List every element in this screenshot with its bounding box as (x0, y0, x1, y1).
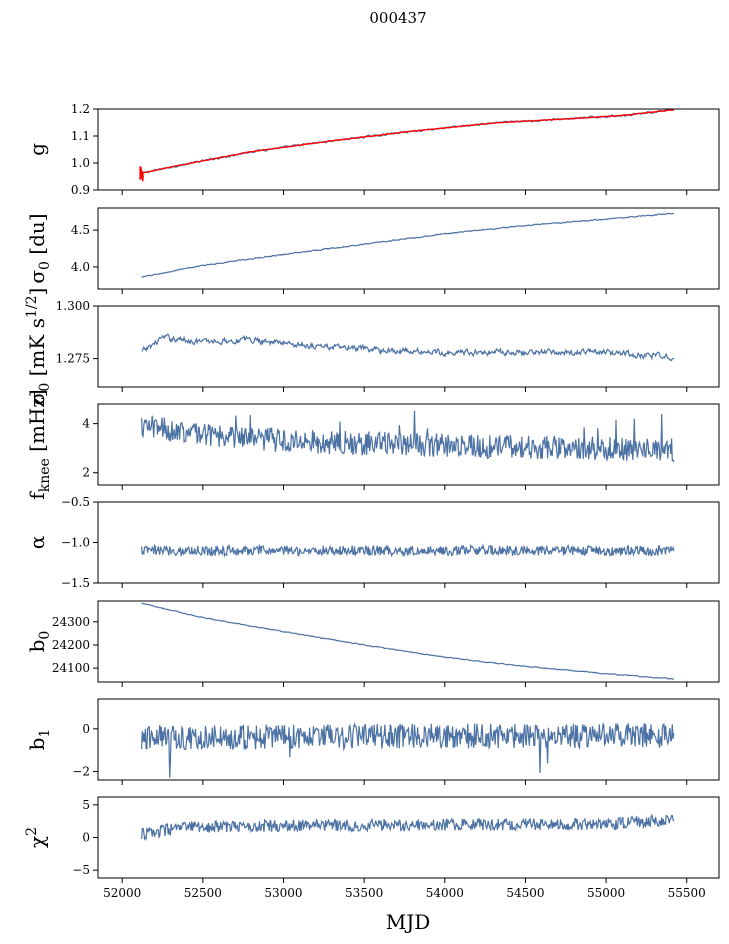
g-ytick-label: 1.0 (71, 156, 90, 170)
fknee-y-label: fknee [mHz] (25, 389, 53, 499)
b1-y-label: b1 (25, 729, 53, 751)
b0-series-line (141, 602, 674, 680)
fknee-ytick-label: 2 (82, 466, 90, 480)
fknee-axes-frame (97, 403, 720, 486)
alpha-series-line (141, 543, 675, 558)
x-axis-label: MJD (386, 910, 431, 934)
sigma0-du-axes-frame (97, 207, 720, 290)
g-ytick-label: 0.9 (71, 183, 90, 197)
sigma0-mk-series-line (141, 333, 675, 362)
g-ytick-label: 1.1 (71, 129, 90, 143)
chi2-series-line (141, 813, 675, 842)
g-fit-line (141, 109, 674, 175)
sigma0-du-ytick-label: 4.5 (71, 223, 90, 237)
alpha-ytick-label: −1.0 (61, 536, 90, 550)
sigma0-du-ytick-label: 4.0 (71, 260, 90, 274)
b1-series-line (141, 721, 675, 778)
g-fit-start-spike (139, 166, 144, 182)
sigma0-mk-y-label: σ0 [mK s1/2] (24, 288, 53, 406)
fknee-series-line (141, 410, 675, 463)
xtick-label: 53000 (264, 886, 302, 900)
chi2-ytick-label: 0 (82, 831, 90, 845)
xtick-label: 53500 (345, 886, 383, 900)
panel-sigma0-du: 4.0 4.5 σ0 [du] (25, 207, 720, 294)
xtick-label: 54000 (426, 886, 464, 900)
g-axes-frame (97, 108, 720, 191)
sigma0-mk-ytick-label: 1.275 (56, 352, 90, 366)
panel-b0: 24100 24200 24300 b0 (25, 600, 720, 687)
sigma0-mk-axes-frame (97, 305, 720, 388)
b0-axes-frame (97, 600, 720, 683)
xtick-label: 52500 (184, 886, 222, 900)
chi2-axes-frame (97, 796, 720, 879)
panel-g: 0.9 1.0 1.1 1.2 g (25, 102, 720, 197)
fknee-ytick-label: 4 (82, 417, 90, 431)
chi2-ytick-label: 5 (82, 798, 90, 812)
sigma0-du-series-line (141, 212, 675, 278)
g-series-line (141, 109, 675, 174)
alpha-axes-frame (97, 501, 720, 584)
xtick-label: 55500 (668, 886, 706, 900)
b0-ytick-label: 24100 (52, 661, 90, 675)
panel-alpha: −1.5 −1.0 −0.5 α (25, 495, 720, 590)
b0-ytick-label: 24200 (52, 638, 90, 652)
panel-chi2: −5 0 5 52000 52500 53000 53500 54000 54500 55000 5… (24, 796, 720, 900)
b1-axes-frame (97, 698, 720, 781)
sigma0-mk-ytick-label: 1.300 (56, 299, 90, 313)
alpha-y-label: α (25, 536, 49, 550)
alpha-ytick-label: −0.5 (61, 495, 90, 509)
b0-y-label: b0 (25, 631, 53, 653)
alpha-ytick-label: −1.5 (61, 576, 90, 590)
panel-fknee: 2 4 fknee [mHz] (25, 389, 720, 500)
chi2-y-label: χ2 (24, 827, 49, 848)
xtick-label: 55000 (587, 886, 625, 900)
figure-title: 000437 (369, 9, 426, 27)
b1-ytick-label: −2 (72, 764, 90, 778)
g-y-label: g (25, 143, 49, 156)
chi2-ytick-label: −5 (72, 863, 90, 877)
xtick-label: 54500 (506, 886, 544, 900)
g-ytick-label: 1.2 (71, 102, 90, 116)
panel-b1: −2 0 b1 (25, 698, 720, 785)
b1-ytick-label: 0 (82, 722, 90, 736)
xtick-label: 52000 (103, 886, 141, 900)
b0-ytick-label: 24300 (52, 615, 90, 629)
sigma0-du-y-label: σ0 [du] (25, 213, 53, 283)
